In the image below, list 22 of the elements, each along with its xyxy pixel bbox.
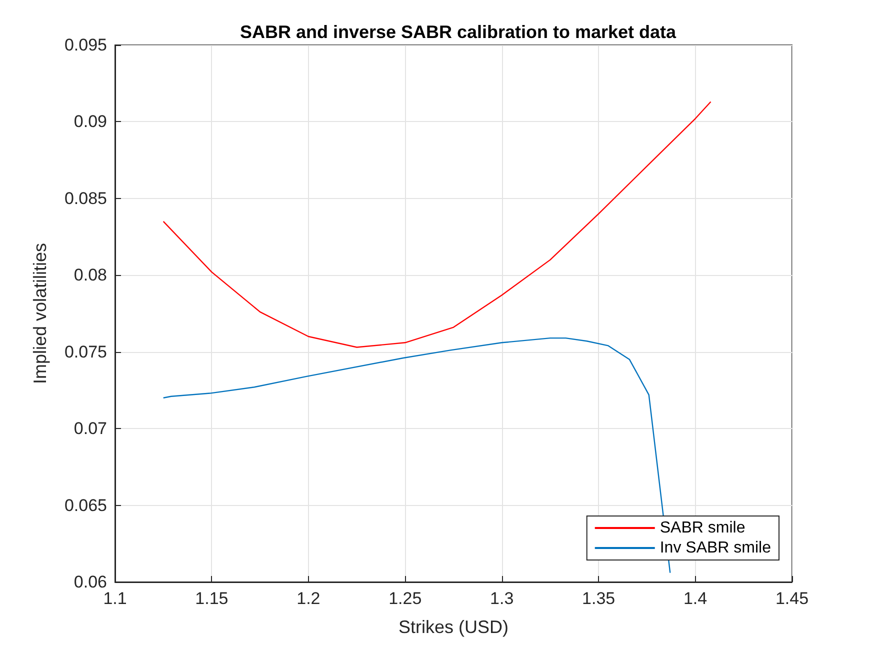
x-tick-label: 1.2 [296, 589, 320, 608]
y-tick-label: 0.085 [64, 188, 107, 208]
x-tick-label: 1.25 [388, 589, 422, 608]
y-tick-label: 0.09 [74, 112, 107, 132]
x-tick-label: 1.15 [195, 589, 228, 608]
y-axis-title: Implied volatilities [30, 242, 50, 384]
legend-label: SABR smile [660, 520, 746, 536]
x-tick-label: 1.4 [683, 589, 708, 608]
x-tick-label: 1.3 [490, 589, 514, 608]
x-tick-label: 1.35 [582, 589, 616, 608]
x-axis-title: Strikes (USD) [398, 617, 509, 637]
y-tick-label: 0.07 [74, 419, 107, 438]
y-tick-label: 0.075 [64, 342, 107, 362]
y-tick-label: 0.08 [74, 266, 107, 285]
x-tick-label: 1.1 [103, 589, 127, 608]
chart-title: SABR and inverse SABR calibration to market data [240, 22, 678, 42]
line-series [162, 101, 712, 348]
legend-label: Inv SABR smile [660, 540, 772, 556]
y-tick-label: 0.065 [64, 496, 107, 515]
x-tick-label: 1.45 [775, 589, 809, 608]
y-tick-label: 0.095 [64, 36, 107, 54]
y-tick-label: 0.06 [74, 572, 107, 592]
